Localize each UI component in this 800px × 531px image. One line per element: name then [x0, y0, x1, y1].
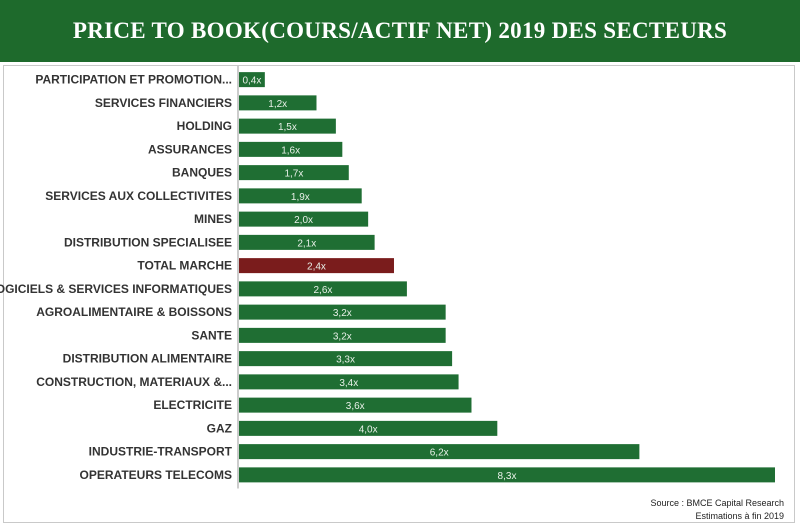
bar [239, 234, 375, 250]
bar [239, 211, 369, 227]
bar [239, 141, 343, 157]
value-label: 6,2x [430, 448, 449, 459]
category-label: AGROALIMENTAIRE & BOISSONS [36, 305, 232, 319]
value-label: 1,2x [268, 99, 287, 110]
bar [239, 281, 407, 297]
value-label: 1,9x [291, 192, 310, 203]
category-label: OPERATEURS TELECOMS [80, 468, 232, 482]
bar [239, 397, 472, 413]
category-label: SERVICES FINANCIERS [95, 96, 232, 110]
category-label: SANTE [191, 328, 232, 342]
value-label: 3,3x [336, 355, 355, 366]
value-label: 2,6x [313, 285, 332, 296]
category-label: LOGICIELS & SERVICES INFORMATIQUES [0, 282, 232, 296]
value-label: 1,5x [278, 122, 297, 133]
category-label: BANQUES [172, 166, 232, 180]
category-label: HOLDING [177, 119, 232, 133]
category-label: GAZ [207, 421, 232, 435]
value-label: 4,0x [359, 424, 378, 435]
title-banner: PRICE TO BOOK(COURS/ACTIF NET) 2019 DES … [0, 0, 800, 62]
bar [239, 304, 446, 320]
bar [239, 118, 336, 134]
bar-highlight [239, 258, 394, 274]
value-label: 3,6x [346, 401, 365, 412]
source-line: Source : BMCE Capital Research [650, 498, 784, 508]
value-label: 3,4x [339, 378, 358, 389]
category-label: PARTICIPATION ET PROMOTION... [35, 73, 232, 87]
category-label: MINES [194, 212, 232, 226]
category-label: ASSURANCES [148, 142, 232, 156]
bar [239, 95, 317, 111]
value-label: 2,1x [297, 238, 316, 249]
bar [239, 327, 446, 343]
category-label: DISTRIBUTION ALIMENTAIRE [63, 352, 232, 366]
bar [239, 165, 349, 181]
chart-frame [3, 65, 795, 523]
value-label: 0,4x [242, 76, 261, 87]
source-note: Source : BMCE Capital Research Estimatio… [650, 497, 784, 523]
category-label: CONSTRUCTION, MATERIAUX &... [36, 375, 232, 389]
value-label: 8,3x [498, 471, 517, 482]
estimation-line: Estimations à fin 2019 [695, 511, 784, 521]
chart-title: PRICE TO BOOK(COURS/ACTIF NET) 2019 DES … [72, 18, 728, 43]
value-label: 3,2x [333, 331, 352, 342]
bar [239, 72, 265, 88]
value-label: 1,6x [281, 145, 300, 156]
bar [239, 420, 498, 436]
bar [239, 374, 459, 390]
bar [239, 188, 362, 204]
bar [239, 351, 453, 367]
category-label: DISTRIBUTION SPECIALISEE [64, 235, 232, 249]
category-label: TOTAL MARCHE [137, 259, 232, 273]
category-label: ELECTRICITE [153, 398, 232, 412]
category-label: INDUSTRIE-TRANSPORT [89, 445, 233, 459]
value-label: 3,2x [333, 308, 352, 319]
bar [239, 444, 640, 460]
bar [239, 467, 775, 483]
value-label: 2,4x [307, 262, 326, 273]
category-label: SERVICES AUX COLLECTIVITES [45, 189, 232, 203]
value-label: 2,0x [294, 215, 313, 226]
value-label: 1,7x [284, 169, 303, 180]
